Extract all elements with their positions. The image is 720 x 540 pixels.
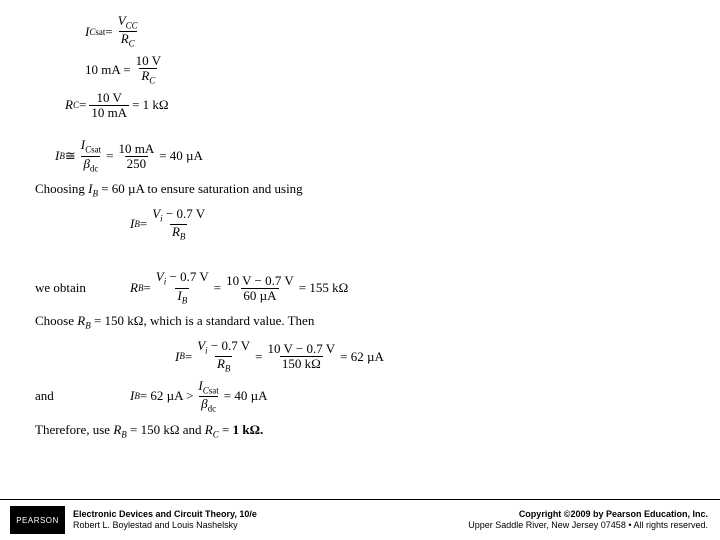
main-content: ICsat = VCC RC 10 mA = 10 V RC RC = 10 V… <box>0 0 720 441</box>
text-line-1: Choosing IB = 60 µA to ensure saturation… <box>35 180 685 200</box>
equation-8-row: and IB = 62 µA > ICsat βdc = 40 µA <box>35 379 685 415</box>
equation-7: IB = Vi − 0.7 V RB = 10 V − 0.7 V 150 kΩ… <box>175 339 685 375</box>
equation-5: IB = Vi − 0.7 V RB <box>130 207 685 243</box>
equation-1: ICsat = VCC RC <box>85 14 685 50</box>
equation-6-row: we obtain RB = Vi − 0.7 V IB = 10 V − 0.… <box>35 270 685 306</box>
footer-right: Copyright ©2009 by Pearson Education, In… <box>468 509 708 531</box>
text-line-3: Choose RB = 150 kΩ, which is a standard … <box>35 312 685 332</box>
pearson-logo: PEARSON <box>10 506 65 534</box>
footer-left: Electronic Devices and Circuit Theory, 1… <box>73 509 468 531</box>
equation-4: IB ≅ ICsat βdc = 10 mA 250 = 40 µA <box>55 138 685 174</box>
footer: PEARSON Electronic Devices and Circuit T… <box>0 499 720 540</box>
text-line-5: Therefore, use RB = 150 kΩ and RC = 1 kΩ… <box>35 421 685 441</box>
equation-3: RC = 10 V 10 mA = 1 kΩ <box>65 91 685 121</box>
equation-2: 10 mA = 10 V RC <box>85 54 685 87</box>
